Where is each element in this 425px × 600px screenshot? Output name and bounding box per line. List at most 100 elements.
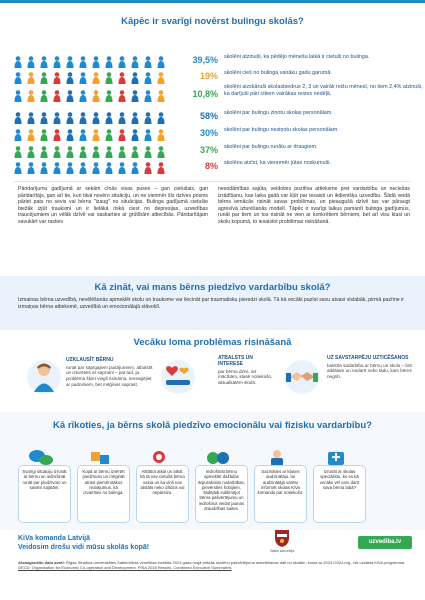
stat-description: skolēni aizskāruši skolasbiedrus 2, 3 un… — [224, 84, 423, 97]
person-icon — [157, 112, 165, 124]
person-icon — [118, 90, 126, 102]
person-icon — [144, 72, 152, 84]
stat-description: skolēni cieš no bulinga vairāku gadu gar… — [224, 70, 332, 76]
sources-link[interactable]: OECD: Organisation for Economic Co-opera… — [18, 565, 232, 571]
person-icon — [14, 129, 22, 141]
action-card-3: Atklātot atkal un atkal, kā tā nav cietu… — [136, 465, 189, 523]
role-title: ATBALSTS UN INTERESE — [218, 355, 253, 367]
people-icons — [14, 90, 165, 102]
person-icon — [66, 162, 74, 174]
talking-icon — [29, 450, 53, 465]
person-icon — [40, 146, 48, 158]
person-icon — [27, 162, 35, 174]
hobby-icon — [207, 452, 229, 464]
listening-child-icon — [27, 360, 61, 394]
person-icon — [92, 72, 100, 84]
puzzle-icon — [91, 452, 109, 464]
person-icon — [92, 129, 100, 141]
section-2-title: Kā zināt, vai mans bērns piedzīvo vardar… — [94, 282, 331, 293]
person-icon — [53, 56, 61, 68]
person-icon — [66, 146, 74, 158]
stat-percent: 19% — [199, 71, 218, 81]
role-title: UZKLAUSĪT BĒRNU — [66, 357, 114, 363]
team-slogan: Veidosim drošu vidi mūsu skolās kopā! — [18, 544, 150, 551]
page-title: Kāpēc ir svarīgi novērst bulingu skolās? — [121, 16, 304, 27]
person-icon — [92, 146, 100, 158]
person-icon — [53, 129, 61, 141]
person-icon — [53, 162, 61, 174]
person-icon — [66, 129, 74, 141]
section-4-title: Kā rīkoties, ja bērns skolā piedzīvo emo… — [53, 420, 372, 431]
person-icon — [157, 90, 165, 102]
stat-row-6: 37% skolēni par bulingu runātu ar draugi… — [14, 144, 414, 160]
person-icon — [105, 112, 113, 124]
stat-row-3: 10,8% skolēni aizskāruši skolasbiedrus 2… — [14, 84, 423, 108]
action-card-4: Iedrošināt bērnu apmeklēt dažādas ārpuss… — [195, 465, 248, 523]
person-icon — [14, 72, 22, 84]
intro-column-left: Pāridarījumu gadījumā ar sekām cīnās vis… — [18, 186, 208, 225]
specialist-icon — [328, 452, 344, 465]
person-icon — [131, 129, 139, 141]
person-icon — [53, 72, 61, 84]
person-icon — [118, 112, 126, 124]
section-3-title: Vecāku loma problēmas risināšanā — [133, 337, 292, 348]
stat-row-2: 19% skolēni cieš no bulinga vairāku gadu… — [14, 70, 414, 86]
person-icon — [157, 72, 165, 84]
top-accent-line — [0, 0, 425, 3]
person-icon — [118, 129, 126, 141]
action-card-5: Sazināties ar klases audzinātāju, lai au… — [254, 465, 307, 523]
logo-caption: Valsts kanceleja — [269, 549, 295, 553]
person-icon — [131, 162, 139, 174]
person-icon — [40, 72, 48, 84]
role-listen: UZKLAUSĪT BĒRNU runāt par sāpīgajiem jau… — [66, 357, 154, 387]
support-hearts-icon — [161, 360, 195, 394]
person-icon — [131, 56, 139, 68]
stat-percent: 39,5% — [192, 55, 218, 65]
person-icon — [105, 90, 113, 102]
role-text: runāt par sāpīgajiem jautājumiem, atbals… — [66, 364, 153, 387]
person-icon — [144, 129, 152, 141]
website-button[interactable]: uzvedība.lv — [358, 536, 412, 549]
person-icon — [131, 72, 139, 84]
section-2-band — [0, 276, 425, 330]
person-icon — [27, 56, 35, 68]
role-text: par bērna dzīvi, arī mācībām, klasē noti… — [218, 368, 273, 385]
person-icon — [118, 72, 126, 84]
comfort-icon — [153, 451, 165, 463]
person-icon — [27, 146, 35, 158]
person-icon — [157, 146, 165, 158]
person-icon — [53, 90, 61, 102]
person-icon — [79, 146, 87, 158]
action-card-6: Izrunāt ar skolas speciālistu, ko es kā … — [313, 465, 366, 523]
person-icon — [118, 56, 126, 68]
person-icon — [27, 129, 35, 141]
stat-percent: 58% — [199, 111, 218, 121]
person-icon — [40, 162, 48, 174]
action-card-1: Svarīgi situāciju izrunāt ar bērnu un ie… — [18, 465, 71, 523]
person-icon — [14, 56, 22, 68]
person-icon — [105, 56, 113, 68]
person-icon — [105, 129, 113, 141]
person-icon — [40, 129, 48, 141]
person-icon — [27, 112, 35, 124]
handshake-icon — [285, 360, 319, 394]
stat-row-4: 58% skolēni par bulingu ziņotu skolas pe… — [14, 110, 414, 126]
person-icon — [40, 112, 48, 124]
stat-percent: 10,8% — [192, 89, 218, 99]
person-icon — [92, 112, 100, 124]
person-icon — [131, 146, 139, 158]
person-icon — [40, 90, 48, 102]
people-icons — [14, 72, 165, 84]
person-icon — [157, 162, 165, 174]
person-icon — [53, 146, 61, 158]
person-icon — [131, 112, 139, 124]
role-text: balstīta sadarbība ar bērnu un skolu – b… — [327, 362, 412, 379]
section-divider — [14, 181, 411, 182]
intro-column-right: nesodāmības sajūta, veidoties pozitīva a… — [218, 186, 410, 225]
person-icon — [14, 112, 22, 124]
person-icon — [105, 72, 113, 84]
role-trust: UZ SAVSTARPĒJU UZTICĒŠANOS balstīta sada… — [327, 355, 412, 380]
person-icon — [66, 90, 74, 102]
person-icon — [144, 56, 152, 68]
person-icon — [157, 129, 165, 141]
